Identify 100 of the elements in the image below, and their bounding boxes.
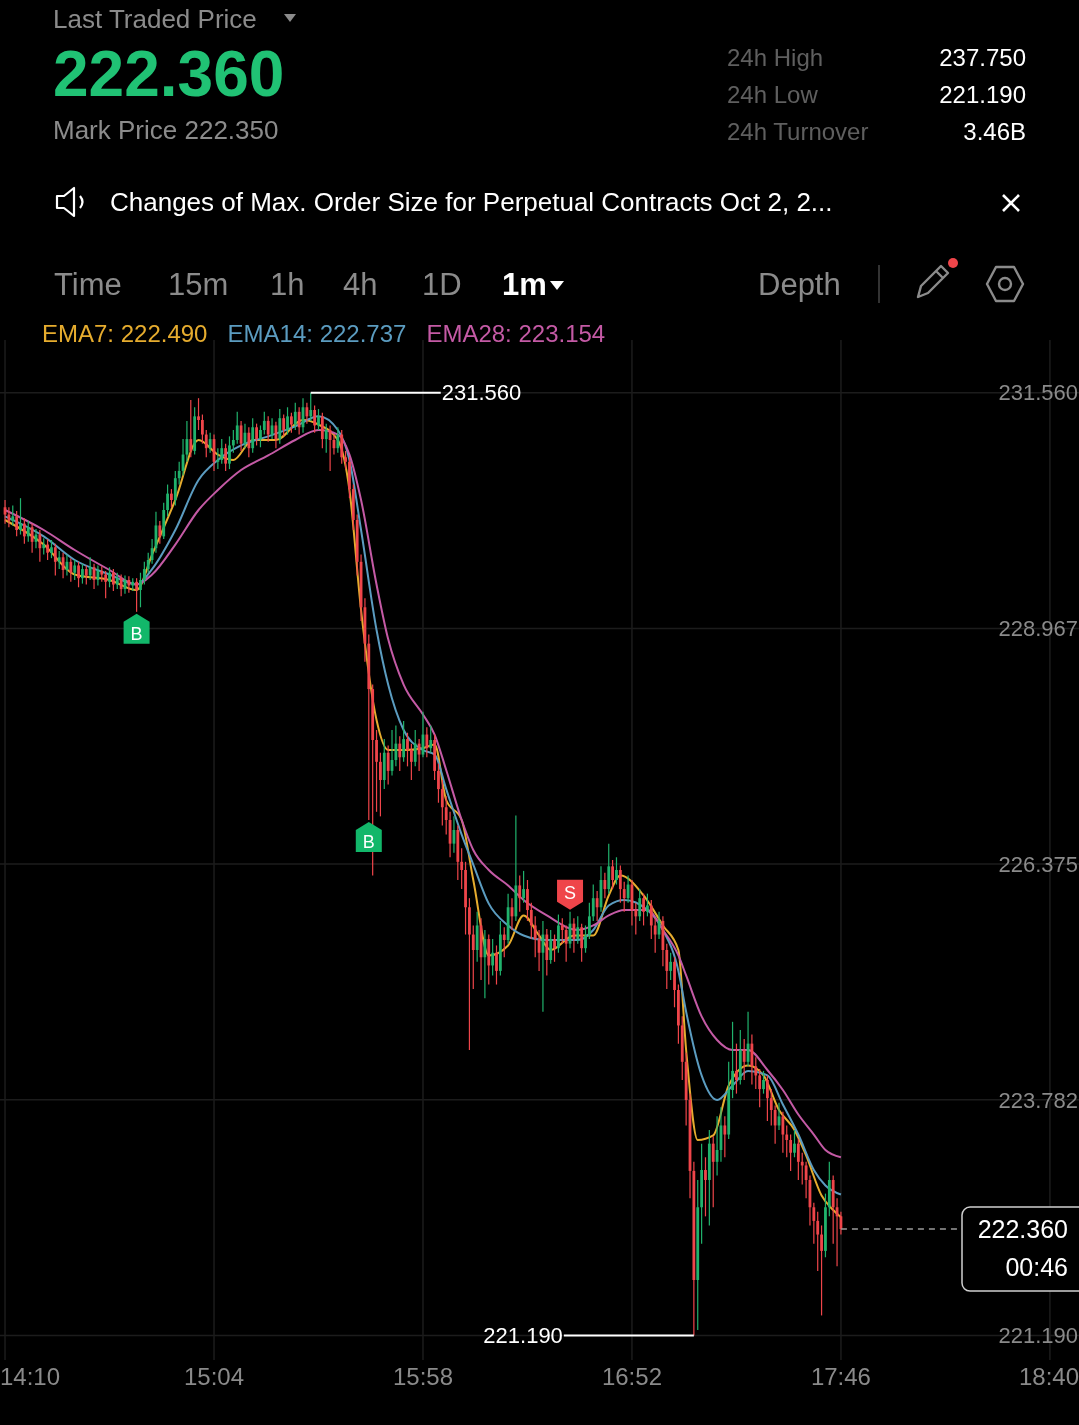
candlestick (584, 924, 587, 954)
candlestick (669, 952, 673, 981)
candlestick (135, 577, 138, 613)
candlestick (406, 732, 409, 767)
candlestick (340, 429, 344, 465)
text: 24h High (727, 44, 824, 71)
candlestick (595, 890, 599, 922)
candlestick (170, 488, 173, 508)
candlestick (328, 424, 332, 472)
candlestick (557, 913, 560, 954)
text: Time (54, 267, 122, 302)
candlestick (336, 426, 340, 454)
candlestick (290, 412, 293, 434)
candlestick (471, 924, 475, 990)
text: Depth (758, 267, 841, 302)
y-tick-label: 221.190 (998, 1323, 1078, 1349)
candlestick (723, 1115, 727, 1158)
candlestick (615, 856, 618, 886)
candlestick (526, 879, 529, 922)
candlestick (440, 779, 444, 827)
annotation: 00:46 (1005, 1253, 1068, 1281)
candlestick (305, 402, 309, 425)
candlestick (166, 483, 169, 517)
x-tick-label: 14:10 (0, 1363, 61, 1390)
candlestick (293, 402, 297, 431)
annotation: 221.190 (483, 1323, 563, 1349)
candlestick (711, 1135, 715, 1208)
candlestick (119, 573, 123, 597)
candlestick (11, 504, 15, 527)
candlestick (204, 429, 208, 458)
candlestick (247, 426, 251, 458)
candlestick (108, 566, 111, 588)
candlestick (259, 424, 262, 448)
candlestick (251, 417, 255, 454)
candlestick (413, 729, 417, 767)
candlestick (77, 561, 80, 588)
text: 1m (502, 267, 547, 302)
candlestick (409, 743, 413, 781)
candlestick (320, 412, 324, 449)
candlestick (73, 559, 77, 581)
candlestick (417, 738, 421, 772)
candlestick (344, 450, 347, 470)
text: 221.190 (939, 81, 1026, 108)
candlestick (553, 933, 556, 963)
candlestick (495, 944, 498, 986)
candlestick (235, 411, 239, 445)
candlestick (483, 929, 487, 999)
text: 4h (343, 267, 378, 302)
candlestick (286, 406, 289, 436)
annotation: 231.560 (441, 380, 522, 406)
candlestick (282, 413, 286, 437)
candlestick (19, 497, 22, 536)
candlestick (278, 408, 282, 445)
candlestick (127, 575, 131, 594)
candlestick (104, 570, 108, 599)
candlestick (502, 926, 506, 958)
candlestick (437, 763, 440, 804)
candlestick (468, 897, 471, 1051)
candlestick (317, 408, 320, 431)
candlestick (224, 443, 228, 472)
candlestick (491, 938, 495, 977)
text: Mark Price 222.350 (53, 115, 279, 145)
candlestick (742, 1038, 746, 1081)
candlestick (429, 724, 433, 754)
text: Changes of Max. Order Size for Perpetual Contracts Oct 2, 2... (110, 187, 833, 217)
candlestick (57, 550, 61, 570)
candlestick (820, 1224, 823, 1317)
text: 222.360 (53, 38, 285, 110)
candlestick (81, 563, 84, 585)
candlestick (603, 872, 607, 899)
candlestick (386, 744, 390, 786)
candlestick (646, 893, 649, 917)
text: 15m (168, 267, 229, 302)
x-tick-label: 15:04 (183, 1363, 245, 1390)
candlestick (26, 520, 30, 543)
candlestick (529, 902, 533, 940)
candlestick (591, 883, 595, 922)
annotation: B (362, 832, 375, 853)
candlestick (189, 399, 193, 458)
candlestick (673, 956, 676, 1008)
candlestick (587, 902, 591, 940)
candlestick (88, 556, 92, 581)
candlestick (313, 404, 317, 434)
candlestick (220, 438, 224, 465)
candlestick (228, 435, 231, 470)
candlestick (576, 915, 580, 945)
candlestick (142, 561, 146, 586)
candlestick (518, 874, 522, 913)
y-tick-label: 228.967 (998, 616, 1078, 642)
candlestick (111, 568, 115, 592)
candlestick (255, 423, 258, 447)
candlestick (348, 456, 351, 499)
text: Last Traded Price (53, 4, 257, 34)
candlestick (549, 929, 553, 965)
candlestick (201, 413, 204, 445)
candlestick (22, 517, 26, 545)
candlestick (197, 397, 200, 431)
candlestick (564, 924, 568, 963)
candlestick (653, 917, 657, 954)
candlestick (379, 752, 382, 817)
